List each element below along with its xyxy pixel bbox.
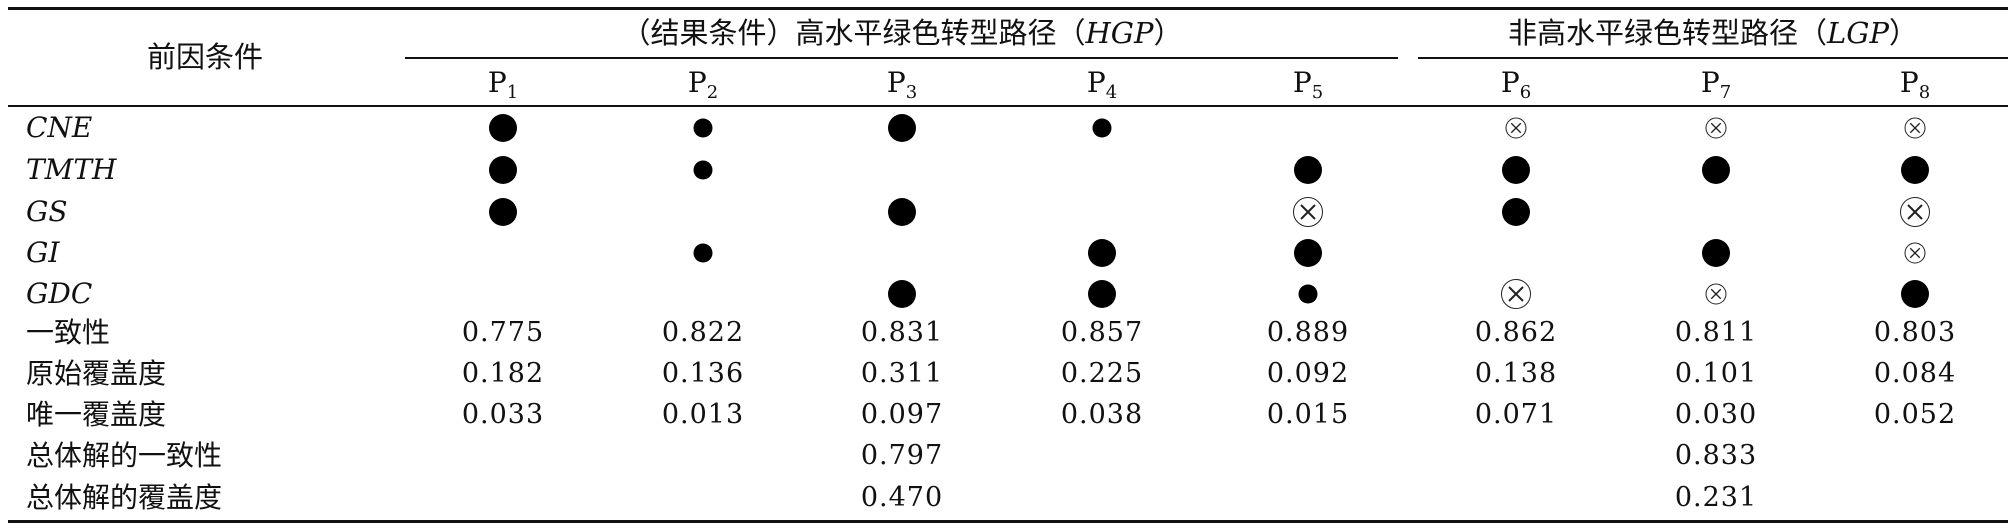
core-present-circle-icon: [1502, 156, 1530, 184]
path-header-p7: P7: [1700, 66, 1732, 103]
core-present-circle-icon: [489, 198, 517, 226]
path-header-p3: P3: [886, 66, 918, 103]
metric-value: 0.084: [1873, 358, 1957, 389]
overall-hgp-value: 0.470: [860, 482, 944, 513]
peripheral-present-circle-icon: [1092, 118, 1112, 138]
core-present-circle-icon: [1088, 239, 1116, 267]
metric-value: 0.136: [661, 358, 745, 389]
path-header-p4: P4: [1086, 66, 1118, 103]
condition-label-cne: CNE: [26, 111, 93, 144]
metric-value: 0.803: [1873, 317, 1957, 348]
core-absent-crossed-circle-icon: [1900, 197, 1930, 227]
metric-value: 0.030: [1674, 399, 1758, 430]
lgp-group-underline: [1418, 57, 2008, 59]
core-absent-crossed-circle-icon: [1293, 197, 1323, 227]
peripheral-absent-crossed-circle-icon: [1505, 117, 1527, 139]
top-rule: [8, 7, 2008, 10]
metric-value: 0.033: [461, 399, 545, 430]
core-present-circle-icon: [1088, 280, 1116, 308]
peripheral-absent-crossed-circle-icon: [1705, 117, 1727, 139]
metric-value: 0.092: [1266, 358, 1350, 389]
overall-label: 总体解的一致性: [26, 439, 223, 472]
peripheral-absent-crossed-circle-icon: [1904, 242, 1926, 264]
hgp-group-underline: [405, 57, 1398, 59]
core-present-circle-icon: [489, 156, 517, 184]
header-rule: [8, 105, 2008, 107]
core-present-circle-icon: [1702, 156, 1730, 184]
metric-value: 0.071: [1474, 399, 1558, 430]
hgp-group-header: （结果条件）高水平绿色转型路径（HGP）: [621, 16, 1183, 50]
metric-value: 0.862: [1474, 317, 1558, 348]
antecedent-header: 前因条件: [146, 40, 264, 74]
core-present-circle-icon: [1901, 156, 1929, 184]
peripheral-present-circle-icon: [693, 160, 713, 180]
bottom-rule: [8, 520, 2008, 523]
metric-value: 0.101: [1674, 358, 1758, 389]
metric-value: 0.013: [661, 399, 745, 430]
condition-label-gs: GS: [26, 195, 68, 228]
path-header-p5: P5: [1292, 66, 1324, 103]
metric-value: 0.311: [860, 358, 944, 389]
core-present-circle-icon: [1702, 239, 1730, 267]
core-present-circle-icon: [489, 114, 517, 142]
metric-label: 原始覆盖度: [26, 357, 167, 390]
core-present-circle-icon: [888, 280, 916, 308]
metric-value: 0.857: [1060, 317, 1144, 348]
metric-label: 一致性: [26, 316, 111, 349]
overall-label: 总体解的覆盖度: [26, 481, 223, 514]
metric-value: 0.038: [1060, 399, 1144, 430]
metric-value: 0.775: [461, 317, 545, 348]
core-present-circle-icon: [888, 198, 916, 226]
peripheral-present-circle-icon: [693, 243, 713, 263]
path-header-p8: P8: [1899, 66, 1931, 103]
metric-value: 0.138: [1474, 358, 1558, 389]
peripheral-present-circle-icon: [1298, 284, 1318, 304]
overall-hgp-value: 0.797: [860, 440, 944, 471]
core-absent-crossed-circle-icon: [1501, 279, 1531, 309]
core-present-circle-icon: [1294, 156, 1322, 184]
core-present-circle-icon: [1294, 239, 1322, 267]
condition-label-tmth: TMTH: [26, 153, 117, 186]
metric-value: 0.889: [1266, 317, 1350, 348]
path-header-p2: P2: [687, 66, 719, 103]
metric-value: 0.811: [1674, 317, 1758, 348]
peripheral-absent-crossed-circle-icon: [1705, 283, 1727, 305]
metric-label: 唯一覆盖度: [26, 398, 167, 431]
metric-value: 0.822: [661, 317, 745, 348]
metric-value: 0.052: [1873, 399, 1957, 430]
metric-value: 0.225: [1060, 358, 1144, 389]
metric-value: 0.015: [1266, 399, 1350, 430]
condition-label-gdc: GDC: [26, 277, 93, 310]
peripheral-present-circle-icon: [693, 118, 713, 138]
core-present-circle-icon: [1502, 198, 1530, 226]
path-header-p6: P6: [1500, 66, 1532, 103]
overall-lgp-value: 0.833: [1674, 440, 1758, 471]
core-present-circle-icon: [1901, 280, 1929, 308]
metric-value: 0.182: [461, 358, 545, 389]
condition-label-gi: GI: [26, 236, 60, 269]
metric-value: 0.097: [860, 399, 944, 430]
overall-lgp-value: 0.231: [1674, 482, 1758, 513]
lgp-group-header: 非高水平绿色转型路径（LGP）: [1508, 16, 1918, 50]
metric-value: 0.831: [860, 317, 944, 348]
core-present-circle-icon: [888, 114, 916, 142]
path-header-p1: P1: [487, 66, 519, 103]
peripheral-absent-crossed-circle-icon: [1904, 117, 1926, 139]
